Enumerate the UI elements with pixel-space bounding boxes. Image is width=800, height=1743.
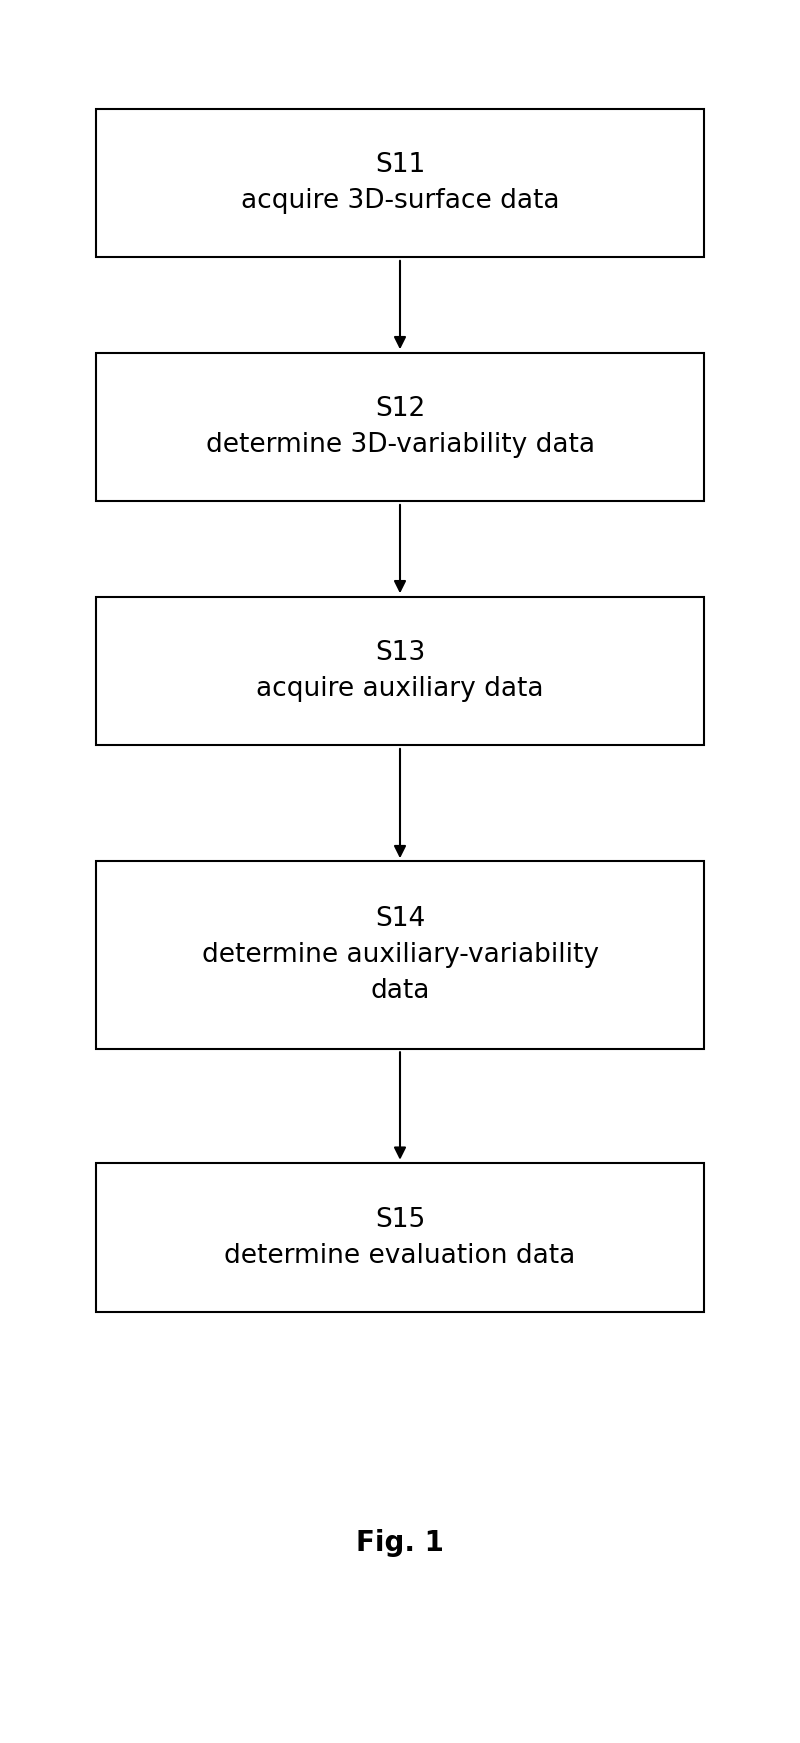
Text: S14
determine auxiliary-variability
data: S14 determine auxiliary-variability data <box>202 906 598 1004</box>
Text: S15
determine evaluation data: S15 determine evaluation data <box>224 1206 576 1269</box>
Text: Fig. 1: Fig. 1 <box>356 1529 444 1556</box>
FancyBboxPatch shape <box>96 861 704 1049</box>
FancyBboxPatch shape <box>96 110 704 258</box>
FancyBboxPatch shape <box>96 1164 704 1312</box>
Text: S12
determine 3D-variability data: S12 determine 3D-variability data <box>206 396 594 458</box>
FancyBboxPatch shape <box>96 352 704 502</box>
Text: S11
acquire 3D-surface data: S11 acquire 3D-surface data <box>241 152 559 214</box>
Text: S13
acquire auxiliary data: S13 acquire auxiliary data <box>256 640 544 702</box>
FancyBboxPatch shape <box>96 596 704 746</box>
